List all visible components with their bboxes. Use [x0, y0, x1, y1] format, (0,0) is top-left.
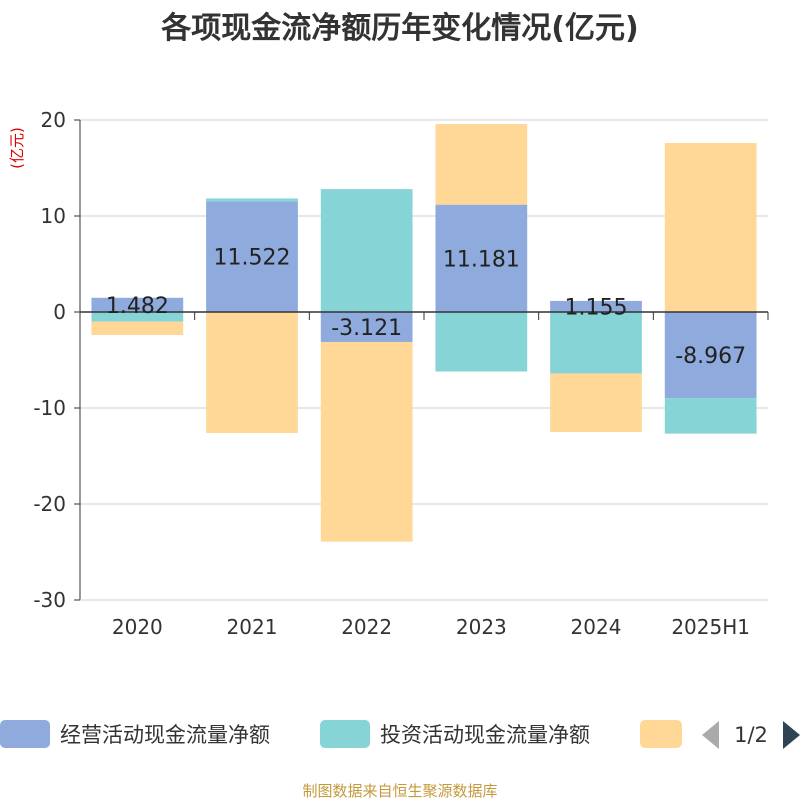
y-tick-label: 20: [41, 108, 66, 132]
bar-series2-2023[interactable]: [435, 124, 528, 205]
y-tick-label: 0: [53, 300, 66, 324]
bar-value-label: 1.482: [106, 294, 169, 319]
x-tick-label: 2021: [227, 615, 278, 639]
bar-series0-2021[interactable]: [206, 201, 298, 312]
x-tick-label: 2023: [456, 615, 507, 639]
bar-value-label: -8.967: [675, 344, 746, 369]
data-labels: 1.482 11.522 -3.121 11.181 1.155 -8.967: [106, 246, 746, 369]
bar-series1-2023[interactable]: [435, 312, 528, 372]
bars[interactable]: [91, 124, 757, 542]
x-tick-label: 2020: [112, 615, 163, 639]
bar-series1-2022[interactable]: [320, 189, 413, 312]
y-tick-label: -10: [33, 396, 66, 420]
bar-series0-2020[interactable]: [91, 297, 184, 312]
legend-item-investing[interactable]: 投资活动现金流量净额: [320, 720, 590, 748]
footer-source: 制图数据来自恒生聚源数据库: [302, 782, 497, 800]
bar-value-label: 1.155: [565, 295, 628, 320]
bar-series2-2024[interactable]: [550, 373, 642, 432]
y-tick-label: -30: [33, 588, 66, 612]
bar-series2-2025H1[interactable]: [664, 143, 757, 312]
bar-value-label: 11.522: [214, 246, 291, 271]
bar-series0-2022[interactable]: [320, 312, 413, 342]
legend-item-financing[interactable]: [640, 720, 682, 748]
legend-swatch-financing: [640, 720, 682, 748]
legend-page-indicator: 1/2: [734, 723, 768, 747]
bar-series1-2020[interactable]: [91, 312, 184, 322]
y-tick-label: 10: [41, 204, 66, 228]
bar-series2-2021[interactable]: [206, 312, 298, 433]
x-tick-label: 2024: [571, 615, 622, 639]
bar-value-label: -3.121: [331, 316, 402, 341]
legend[interactable]: 经营活动现金流量净额 投资活动现金流量净额 1/2: [0, 720, 800, 749]
legend-label-investing: 投资活动现金流量净额: [380, 723, 590, 747]
legend-label-operating: 经营活动现金流量净额: [60, 723, 270, 747]
x-tick-label: 2025H1: [671, 615, 750, 639]
bar-value-label: 11.181: [443, 247, 520, 272]
legend-next-page-icon[interactable]: [783, 721, 800, 749]
bar-series1-2025H1[interactable]: [664, 398, 757, 434]
bar-series0-2023[interactable]: [435, 204, 528, 312]
chart-title: 各项现金流净额历年变化情况(亿元): [160, 11, 638, 46]
legend-swatch-operating: [0, 720, 50, 748]
bar-series1-2024[interactable]: [550, 312, 642, 374]
y-tick-label: -20: [33, 492, 66, 516]
bar-series0-2025H1[interactable]: [664, 312, 757, 399]
y-axis-unit: (亿元): [8, 127, 26, 169]
bar-series1-2021[interactable]: [206, 198, 298, 202]
axes: 20 10 0 -10 -20 -30 2020 2021 2022 2023 2024 2025H1: [33, 108, 769, 639]
legend-prev-page-icon[interactable]: [702, 721, 719, 749]
x-tick-label: 2022: [341, 615, 392, 639]
bar-series2-2022[interactable]: [320, 341, 413, 542]
legend-swatch-investing: [320, 720, 370, 748]
legend-item-operating[interactable]: 经营活动现金流量净额: [0, 720, 270, 748]
bar-series0-2024[interactable]: [550, 300, 642, 312]
bar-series2-2020[interactable]: [91, 321, 184, 336]
